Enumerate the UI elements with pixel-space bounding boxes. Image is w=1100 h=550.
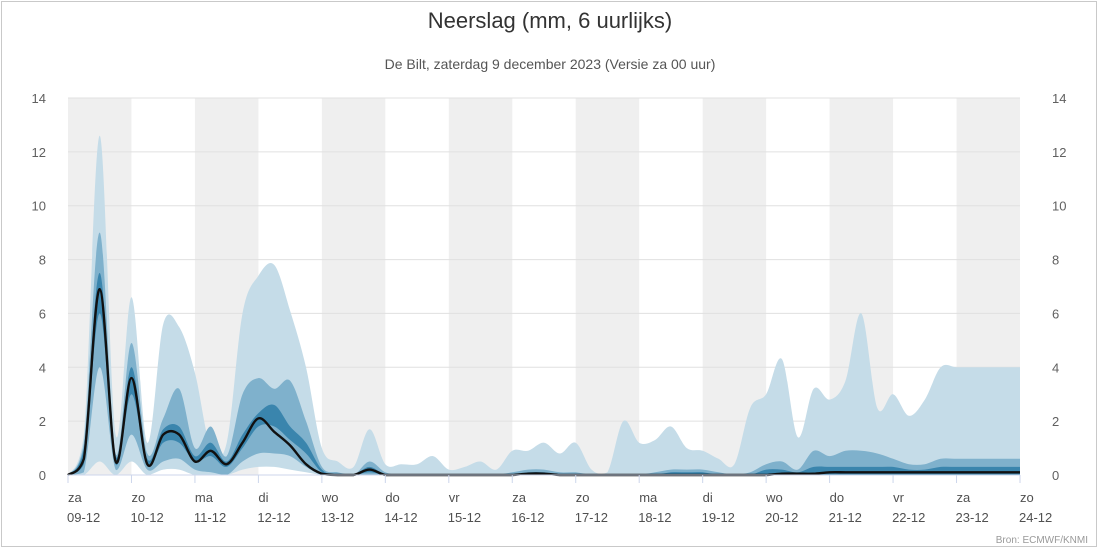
day-shade-15-12 [448,98,513,475]
y-tick-left-10: 10 [32,199,46,214]
x-tick-date-10-12: 10-12 [130,510,163,525]
day-shade-13-12 [321,98,386,475]
y-tick-right-4: 4 [1052,360,1059,375]
x-tick-weekday-13-12: wo [321,490,339,505]
x-tick-date-11-12: 11-12 [194,510,226,525]
y-tick-right-6: 6 [1052,306,1059,321]
data-credit: Bron: ECMWF/KNMI [995,535,1088,546]
y-tick-left-14: 14 [32,91,46,106]
x-tick-date-09-12: 09-12 [67,510,100,525]
x-tick-date-15-12: 15-12 [448,510,481,525]
median-line [67,287,1020,477]
ensemble-bands-layer [68,135,1020,475]
chart-subtitle: De Bilt, zaterdag 9 december 2023 (Versi… [384,56,716,72]
x-tick-weekday-21-12: do [830,490,844,505]
chart-title: Neerslag (mm, 6 uurlijks) [427,8,673,33]
y-tick-right-0: 0 [1052,468,1059,483]
x-tick-weekday-15-12: vr [449,490,461,505]
median-line-layer [67,287,1020,477]
x-tick-date-21-12: 21-12 [829,510,862,525]
axes-layer: 0 0 2 2 4 4 6 6 8 8 10 10 12 12 14 14 za 09-12 zo 10-12 ma 11… [32,91,1067,525]
x-tick-date-13-12: 13-12 [321,510,354,525]
x-tick-weekday-17-12: zo [576,490,590,505]
y-tick-right-14: 14 [1052,91,1066,106]
x-tick-date-19-12: 19-12 [702,510,735,525]
middle-band-area [68,232,1020,475]
x-tick-date-16-12: 16-12 [511,510,544,525]
y-tick-left-2: 2 [39,414,46,429]
y-tick-left-6: 6 [39,306,46,321]
x-tick-weekday-23-12: za [957,490,972,505]
x-tick-date-18-12: 18-12 [638,510,671,525]
y-tick-left-12: 12 [32,145,46,160]
y-tick-left-4: 4 [39,360,46,375]
y-tick-right-12: 12 [1052,145,1066,160]
y-tick-right-2: 2 [1052,414,1059,429]
x-tick-weekday-24-12: zo [1020,490,1034,505]
x-tick-date-23-12: 23-12 [956,510,989,525]
y-tick-left-8: 8 [39,253,46,268]
x-tick-weekday-22-12: vr [893,490,905,505]
y-tick-right-8: 8 [1052,253,1059,268]
x-tick-weekday-12-12: di [258,490,268,505]
x-tick-date-14-12: 14-12 [384,510,417,525]
x-tick-weekday-19-12: di [703,490,713,505]
x-tick-date-20-12: 20-12 [765,510,798,525]
x-tick-date-22-12: 22-12 [892,510,925,525]
x-tick-date-12-12: 12-12 [257,510,290,525]
x-tick-weekday-16-12: za [512,490,527,505]
x-tick-weekday-18-12: ma [639,490,658,505]
y-tick-left-0: 0 [39,468,46,483]
x-tick-weekday-20-12: wo [765,490,783,505]
day-shade-17-12 [575,98,640,475]
x-tick-weekday-09-12: za [68,490,83,505]
x-tick-weekday-14-12: do [385,490,399,505]
outer-band-area [68,135,1020,475]
x-tick-date-24-12: 24-12 [1019,510,1052,525]
y-tick-right-10: 10 [1052,199,1066,214]
x-tick-weekday-10-12: zo [131,490,145,505]
x-tick-weekday-11-12: ma [195,490,214,505]
x-tick-date-17-12: 17-12 [575,510,608,525]
